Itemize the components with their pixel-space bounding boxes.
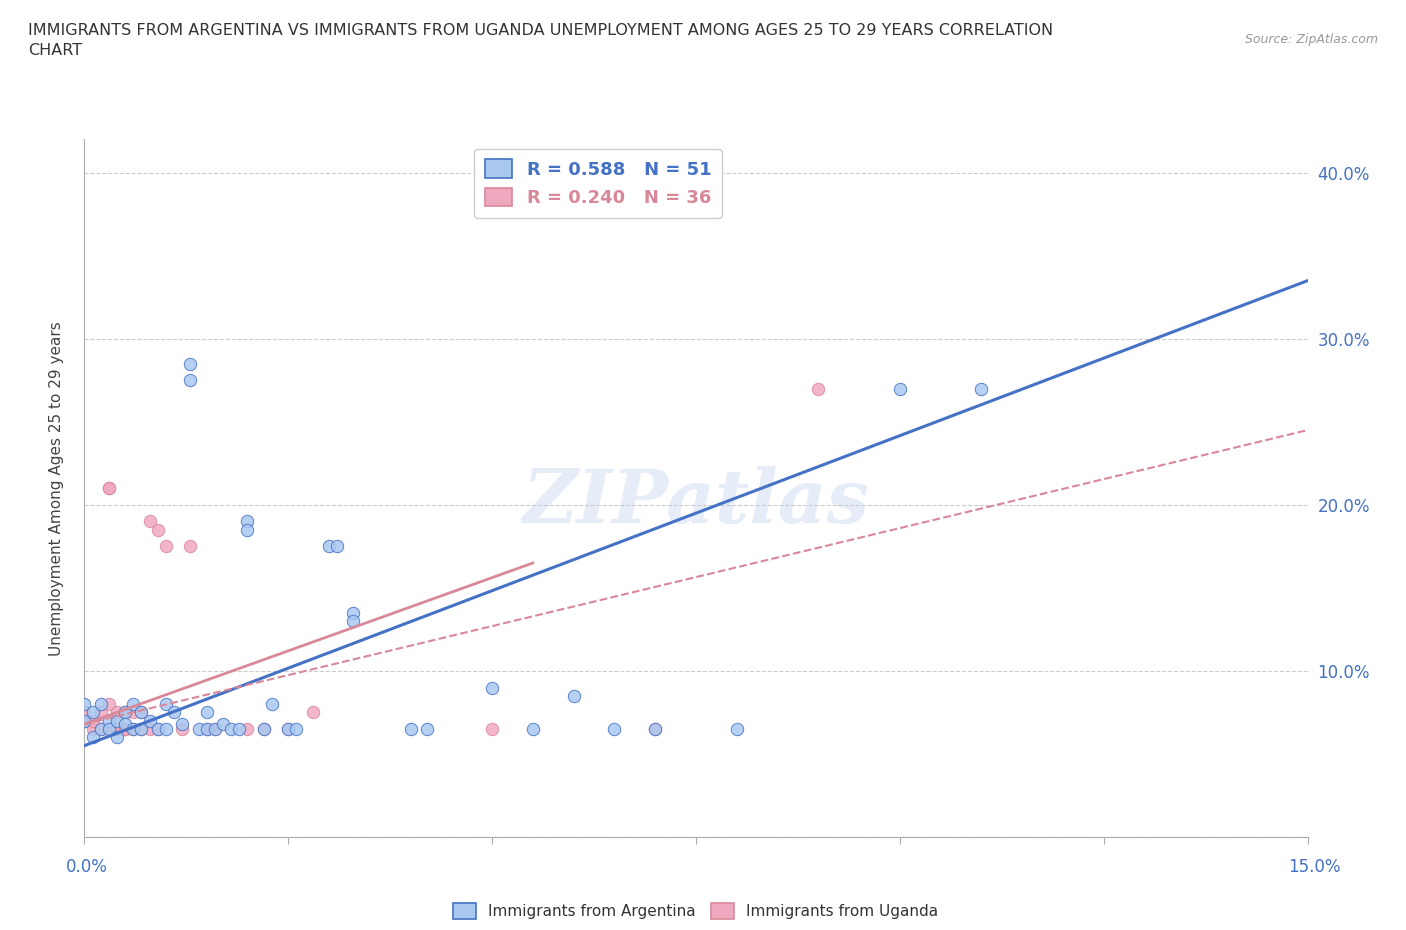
Point (73, 713, 96, 728)
Point (122, 697, 145, 711)
Point (179, 373, 201, 388)
Point (82, 705, 104, 720)
Point (481, 680, 503, 695)
Text: 0.0%: 0.0% (66, 857, 108, 876)
Point (399, 722, 422, 737)
Point (114, 722, 136, 737)
Point (522, 722, 544, 737)
Legend: Immigrants from Argentina, Immigrants from Uganda: Immigrants from Argentina, Immigrants fr… (446, 896, 946, 927)
Point (105, 713, 128, 728)
Point (105, 730, 128, 745)
Point (889, 381, 911, 396)
Point (260, 697, 283, 711)
Point (105, 722, 128, 737)
Point (644, 722, 666, 737)
Point (105, 722, 128, 737)
Point (122, 722, 145, 737)
Point (131, 722, 153, 737)
Point (105, 705, 128, 720)
Point (212, 717, 235, 732)
Point (562, 688, 585, 703)
Point (90, 697, 112, 711)
Point (138, 722, 160, 737)
Point (285, 722, 308, 737)
Point (90, 705, 112, 720)
Point (90, 722, 112, 737)
Point (122, 722, 145, 737)
Point (138, 514, 160, 529)
Point (73, 713, 96, 728)
Point (131, 705, 153, 720)
Y-axis label: Unemployment Among Ages 25 to 29 years: Unemployment Among Ages 25 to 29 years (49, 321, 63, 656)
Point (187, 722, 209, 737)
Point (114, 705, 136, 720)
Point (146, 722, 169, 737)
Point (236, 514, 259, 529)
Point (138, 713, 160, 728)
Text: Source: ZipAtlas.com: Source: ZipAtlas.com (1244, 33, 1378, 46)
Point (253, 722, 276, 737)
Point (114, 705, 136, 720)
Point (122, 705, 145, 720)
Point (155, 697, 177, 711)
Point (114, 722, 136, 737)
Point (236, 523, 259, 538)
Point (163, 705, 186, 720)
Point (179, 356, 201, 371)
Point (204, 722, 226, 737)
Point (97, 722, 120, 737)
Point (204, 722, 226, 737)
Point (172, 722, 194, 737)
Point (195, 705, 218, 720)
Point (82, 713, 104, 728)
Point (97, 713, 120, 728)
Point (97, 722, 120, 737)
Point (318, 539, 340, 554)
Point (644, 722, 666, 737)
Point (253, 722, 276, 737)
Point (228, 722, 250, 737)
Point (172, 717, 194, 732)
Point (195, 722, 218, 737)
Point (131, 705, 153, 720)
Point (97, 481, 120, 496)
Point (73, 705, 96, 720)
Point (90, 722, 112, 737)
Point (97, 697, 120, 711)
Point (970, 381, 993, 396)
Point (481, 722, 503, 737)
Point (342, 605, 364, 620)
Point (301, 705, 323, 720)
Point (807, 381, 830, 396)
Point (131, 722, 153, 737)
Point (342, 614, 364, 629)
Point (179, 539, 201, 554)
Point (114, 717, 136, 732)
Point (725, 722, 748, 737)
Point (219, 722, 242, 737)
Point (73, 697, 96, 711)
Text: ZIPatlas: ZIPatlas (523, 466, 869, 538)
Point (146, 722, 169, 737)
Point (146, 523, 169, 538)
Point (82, 730, 104, 745)
Point (195, 722, 218, 737)
Point (155, 722, 177, 737)
Point (155, 539, 177, 554)
Point (603, 722, 626, 737)
Text: 15.0%: 15.0% (1288, 857, 1341, 876)
Point (236, 722, 259, 737)
Point (277, 722, 299, 737)
Point (97, 481, 120, 496)
Point (82, 722, 104, 737)
Point (416, 722, 439, 737)
Point (326, 539, 349, 554)
Point (277, 722, 299, 737)
Text: IMMIGRANTS FROM ARGENTINA VS IMMIGRANTS FROM UGANDA UNEMPLOYMENT AMONG AGES 25 T: IMMIGRANTS FROM ARGENTINA VS IMMIGRANTS … (28, 23, 1053, 58)
